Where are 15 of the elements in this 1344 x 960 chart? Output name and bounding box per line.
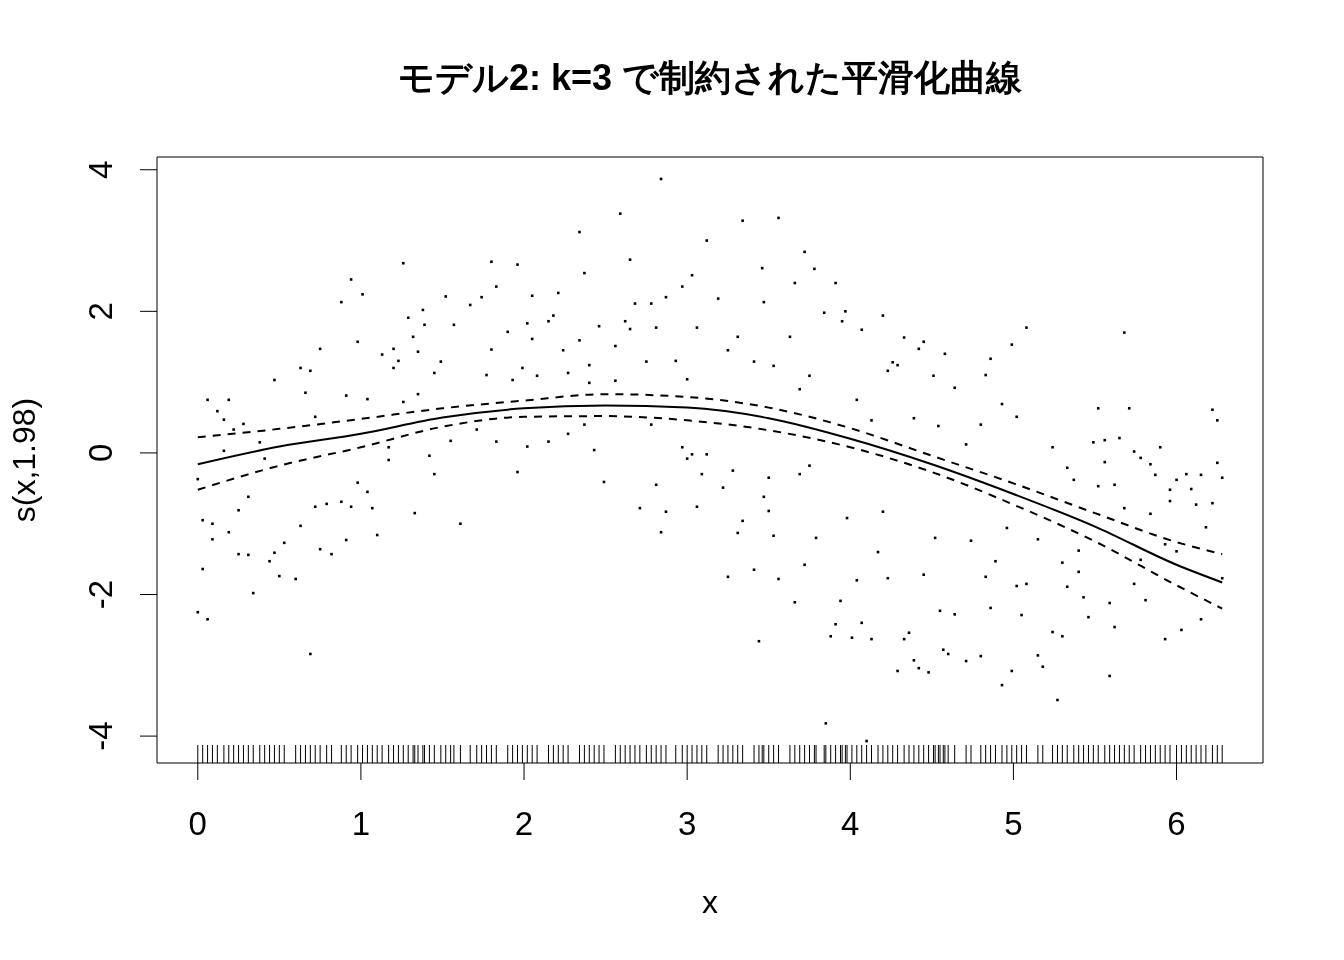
y-tick-label: 4 <box>82 160 119 179</box>
x-tick-label: 0 <box>188 804 207 842</box>
x-axis-title: x <box>702 883 718 921</box>
x-tick-label: 3 <box>677 804 697 842</box>
x-tick-label: 2 <box>514 804 534 842</box>
y-tick-label: 2 <box>82 302 119 321</box>
chart-title: モデル2: k=3 で制約された平滑化曲線 <box>397 56 1023 100</box>
y-tick-label: -4 <box>82 721 119 751</box>
x-tick-label: 1 <box>351 804 371 842</box>
y-tick-label: 0 <box>82 443 119 463</box>
x-tick-label: 6 <box>1167 804 1186 842</box>
y-axis-title: s(x,1.98) <box>5 397 43 523</box>
y-tick-label: -2 <box>82 579 119 610</box>
x-tick-label: 5 <box>1004 804 1023 842</box>
x-tick-label: 4 <box>841 804 860 842</box>
